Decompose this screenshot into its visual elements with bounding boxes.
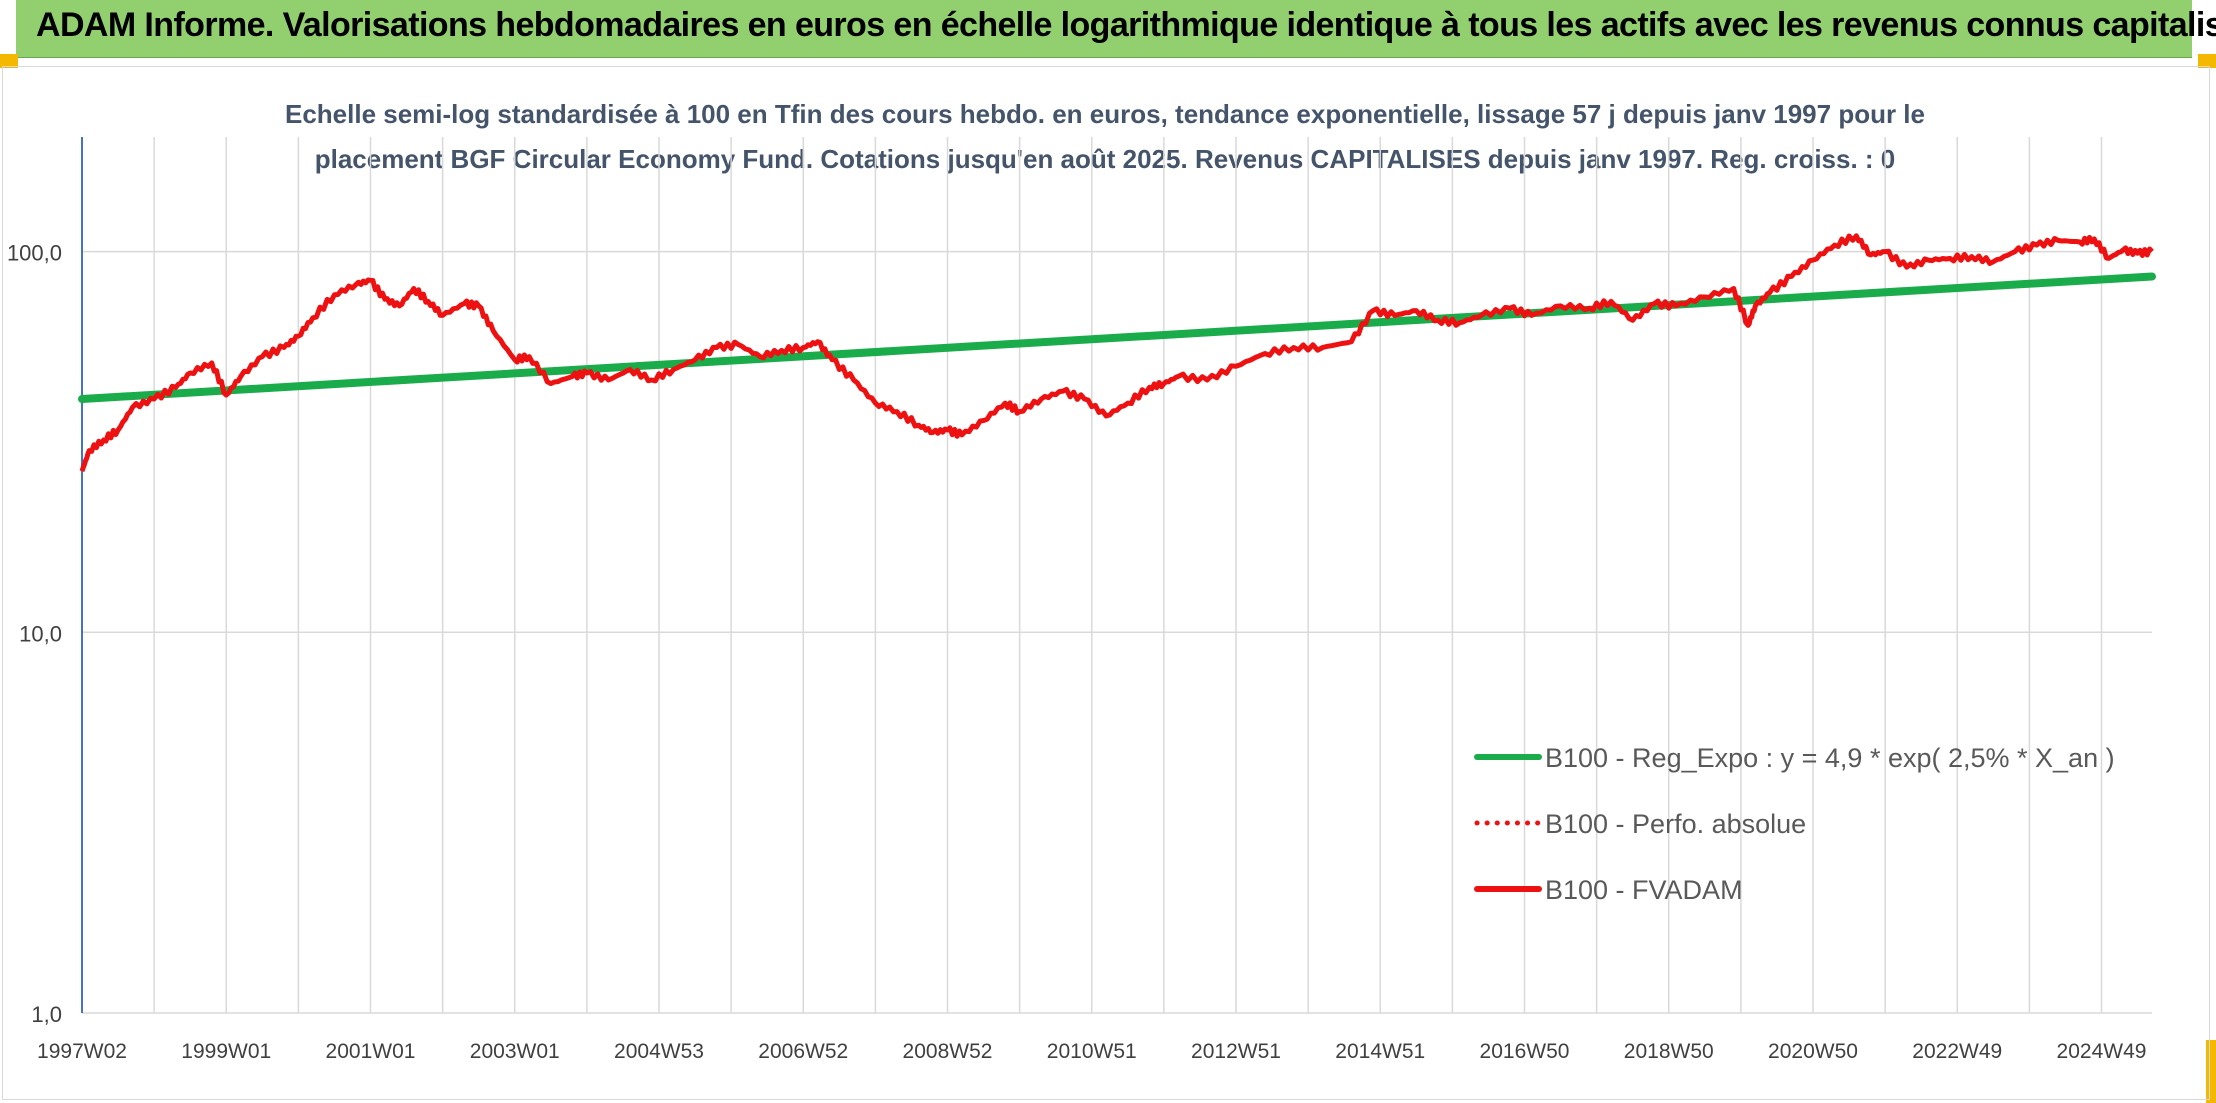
series-line-fvadam bbox=[79, 233, 2154, 472]
x-tick-label: 2006W52 bbox=[758, 1040, 848, 1063]
chart-title-line-2: placement BGF Circular Economy Fund. Cot… bbox=[315, 144, 1896, 174]
legend-label-2: B100 - Perfo. absolue bbox=[1545, 809, 1806, 839]
grid-layer bbox=[82, 137, 2152, 1014]
x-tick-label: 2022W49 bbox=[1912, 1040, 2002, 1063]
axis-layer: 1,0 10,0 100,0 1997W02 1999W01 2001W01 2003W01… bbox=[7, 137, 2147, 1063]
series-layer bbox=[78, 233, 2156, 472]
legend: B100 - Reg_Expo : y = 4,9 * exp( 2,5% * … bbox=[1474, 743, 2115, 905]
x-tick-label: 2004W53 bbox=[614, 1040, 704, 1063]
x-tick-label: 2020W50 bbox=[1768, 1040, 1858, 1063]
x-tick-label: 1999W01 bbox=[181, 1040, 271, 1063]
y-tick-label: 10,0 bbox=[19, 621, 62, 646]
header-title: ADAM Informe. Valorisations hebdomadaire… bbox=[36, 6, 2216, 44]
x-tick-label: 1997W02 bbox=[37, 1040, 127, 1063]
x-tick-label: 2003W01 bbox=[470, 1040, 560, 1063]
x-tick-label: 2012W51 bbox=[1191, 1040, 1281, 1063]
chart-title-line-1: Echelle semi-log standardisée à 100 en T… bbox=[285, 99, 1925, 129]
x-tick-label: 2008W52 bbox=[903, 1040, 993, 1063]
x-tick-label: 2014W51 bbox=[1335, 1040, 1425, 1063]
x-tick-label: 2001W01 bbox=[326, 1040, 416, 1063]
x-tick-label: 2018W50 bbox=[1624, 1040, 1714, 1063]
x-tick-label: 2024W49 bbox=[2057, 1040, 2147, 1063]
chart-area-border bbox=[2, 66, 2210, 1100]
y-tick-label: 1,0 bbox=[31, 1002, 62, 1027]
series-line-reg-expo bbox=[78, 272, 2156, 403]
x-tick-label: 2016W50 bbox=[1480, 1040, 1570, 1063]
corner-accent-bottom-right bbox=[2206, 1040, 2216, 1103]
corner-accent-left bbox=[0, 54, 18, 68]
header-banner: ADAM Informe. Valorisations hebdomadaire… bbox=[16, 0, 2216, 58]
legend-label-1: B100 - Reg_Expo : y = 4,9 * exp( 2,5% * … bbox=[1545, 743, 2115, 773]
y-tick-label: 100,0 bbox=[7, 241, 62, 266]
corner-accent-right bbox=[2198, 54, 2216, 68]
x-tick-label: 2010W51 bbox=[1047, 1040, 1137, 1063]
legend-label-3: B100 - FVADAM bbox=[1545, 875, 1743, 905]
